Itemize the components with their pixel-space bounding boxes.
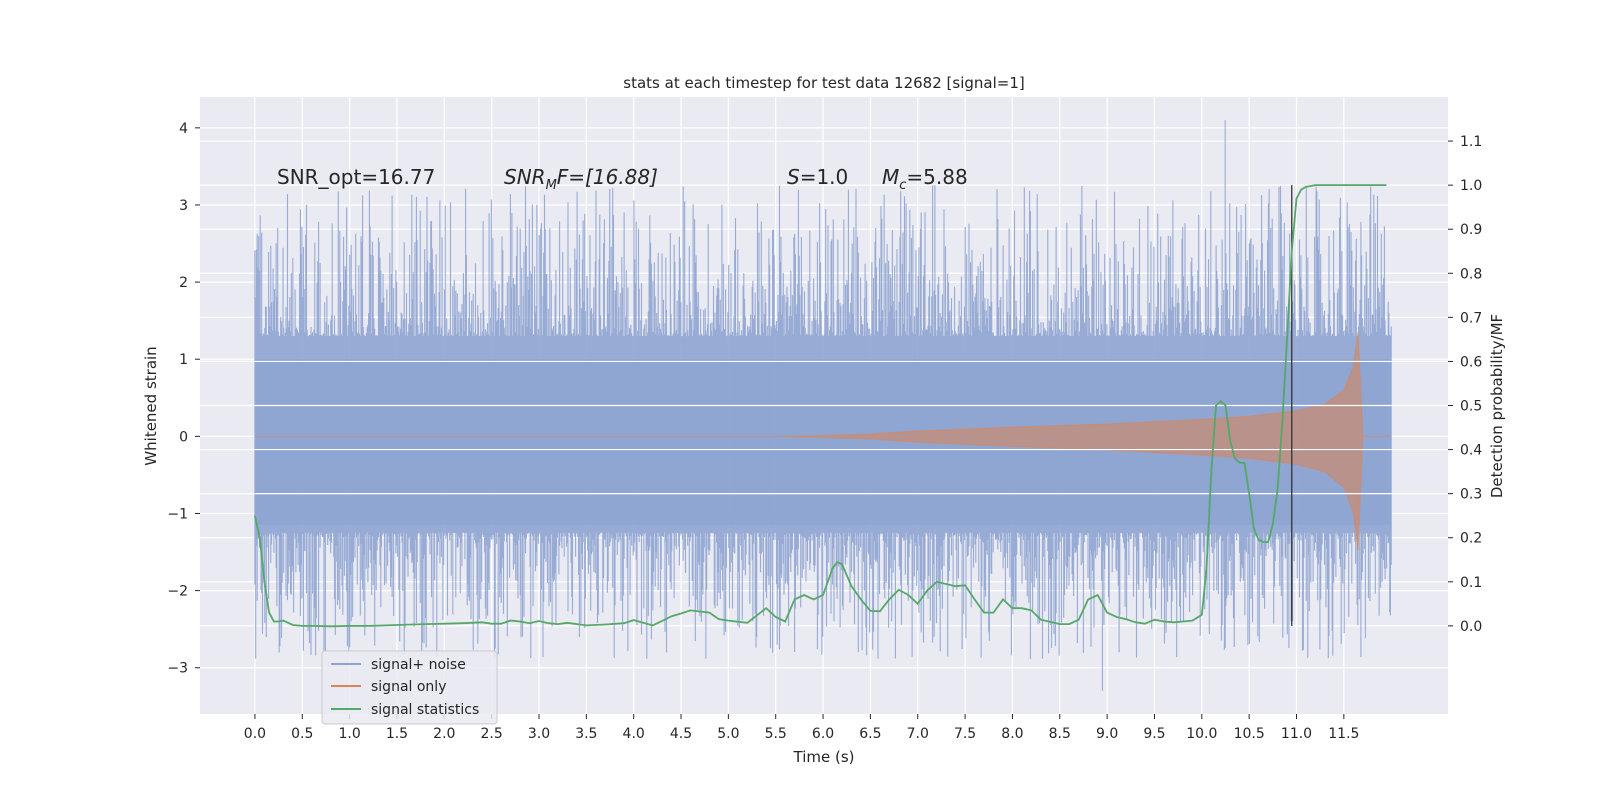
annotation-s-name: S bbox=[787, 165, 800, 189]
y-tick-label: 1 bbox=[179, 352, 188, 368]
axes: 0.0 0.5 1.0 1.5 2.0 2.5 3.0 3.5 4.0 4.5 5.0 5.5 6.0 6… bbox=[167, 121, 1482, 742]
x-tick-label: 6.0 bbox=[812, 726, 834, 742]
plot-area bbox=[200, 120, 1448, 691]
y-tick-label: −3 bbox=[167, 661, 188, 677]
signal-chirp bbox=[254, 332, 1392, 551]
y-right-tick-label: 1.0 bbox=[1460, 178, 1482, 194]
y-right-tick-label: 0.8 bbox=[1460, 266, 1482, 282]
annotation-mc-value: =5.88 bbox=[906, 165, 967, 189]
x-tick-label: 0.5 bbox=[291, 726, 313, 742]
y-tick-label: 3 bbox=[179, 198, 188, 214]
x-tick-label: 5.0 bbox=[717, 726, 739, 742]
x-tick-label: 2.5 bbox=[481, 726, 503, 742]
y-right-tick-label: 1.1 bbox=[1460, 134, 1482, 150]
x-tick-label: 10.5 bbox=[1234, 726, 1265, 742]
x-tick-label: 4.5 bbox=[670, 726, 692, 742]
y-right-tick-label: 0.7 bbox=[1460, 310, 1482, 326]
x-tick-label: 3.5 bbox=[575, 726, 597, 742]
x-tick-label: 11.0 bbox=[1281, 726, 1312, 742]
annotation-snr-mf-name: SNR bbox=[504, 165, 546, 189]
x-tick-label: 0.0 bbox=[244, 726, 266, 742]
annotation-mc-sub: c bbox=[899, 178, 906, 193]
annotation-snr-opt: SNR_opt=16.77 bbox=[277, 165, 435, 189]
x-tick-label: 5.5 bbox=[765, 726, 787, 742]
x-tick-label: 7.5 bbox=[954, 726, 976, 742]
y-right-tick-label: 0.1 bbox=[1460, 575, 1482, 591]
annotation-s: S=1.0 bbox=[787, 165, 848, 189]
x-tick-label: 9.5 bbox=[1143, 726, 1165, 742]
legend-label-stats: signal statistics bbox=[371, 702, 479, 718]
y-axis-label: Whitened strain bbox=[142, 346, 160, 465]
x-tick-label: 7.0 bbox=[907, 726, 929, 742]
annotation-mc: Mc=5.88 bbox=[882, 165, 968, 193]
annotation-snr-mf: SNRMF=[16.88] bbox=[504, 165, 658, 193]
x-tick-label: 8.5 bbox=[1049, 726, 1071, 742]
x-tick-label: 6.5 bbox=[859, 726, 881, 742]
x-tick-label: 1.0 bbox=[338, 726, 360, 742]
legend-label-noise: signal+ noise bbox=[371, 657, 466, 673]
y-tick-label: 0 bbox=[179, 429, 188, 445]
x-tick-label: 4.0 bbox=[623, 726, 645, 742]
x-tick-label: 1.5 bbox=[386, 726, 408, 742]
x-tick-label: 3.0 bbox=[528, 726, 550, 742]
annotation-mc-name: M bbox=[882, 165, 899, 189]
y-right-tick-label: 0.3 bbox=[1460, 487, 1482, 503]
y-right-tick-label: 0.0 bbox=[1460, 619, 1482, 635]
annotation-snr-mf-sub: M bbox=[546, 178, 557, 193]
y-axis-label-right: Detection probability/MF bbox=[1488, 314, 1506, 498]
y-tick-label: 2 bbox=[179, 275, 188, 291]
legend: signal+ noise signal only signal statist… bbox=[321, 650, 498, 725]
y-tick-label: 4 bbox=[179, 121, 188, 137]
y-tick-label: −2 bbox=[167, 584, 188, 600]
x-axis-label: Time (s) bbox=[793, 748, 855, 766]
y-right-tick-label: 0.5 bbox=[1460, 399, 1482, 415]
x-tick-label: 11.5 bbox=[1328, 726, 1359, 742]
y-right-tick-label: 0.6 bbox=[1460, 354, 1482, 370]
annotation-snr-mf-rest: F=[16.88] bbox=[557, 165, 658, 189]
x-tick-label: 9.0 bbox=[1096, 726, 1118, 742]
y-right-tick-label: 0.4 bbox=[1460, 443, 1482, 459]
signal-statistics-line bbox=[254, 184, 1387, 628]
annotation-s-value: =1.0 bbox=[800, 165, 849, 189]
chart-title: stats at each timestep for test data 126… bbox=[623, 74, 1024, 92]
x-tick-label: 8.0 bbox=[1001, 726, 1023, 742]
y-right-tick-label: 0.9 bbox=[1460, 222, 1482, 238]
y-tick-label: −1 bbox=[167, 506, 188, 522]
legend-box bbox=[321, 650, 498, 725]
x-tick-label: 10.0 bbox=[1186, 726, 1217, 742]
y-right-tick-label: 0.2 bbox=[1460, 531, 1482, 547]
legend-label-signal: signal only bbox=[371, 679, 446, 695]
x-tick-label: 2.0 bbox=[433, 726, 455, 742]
